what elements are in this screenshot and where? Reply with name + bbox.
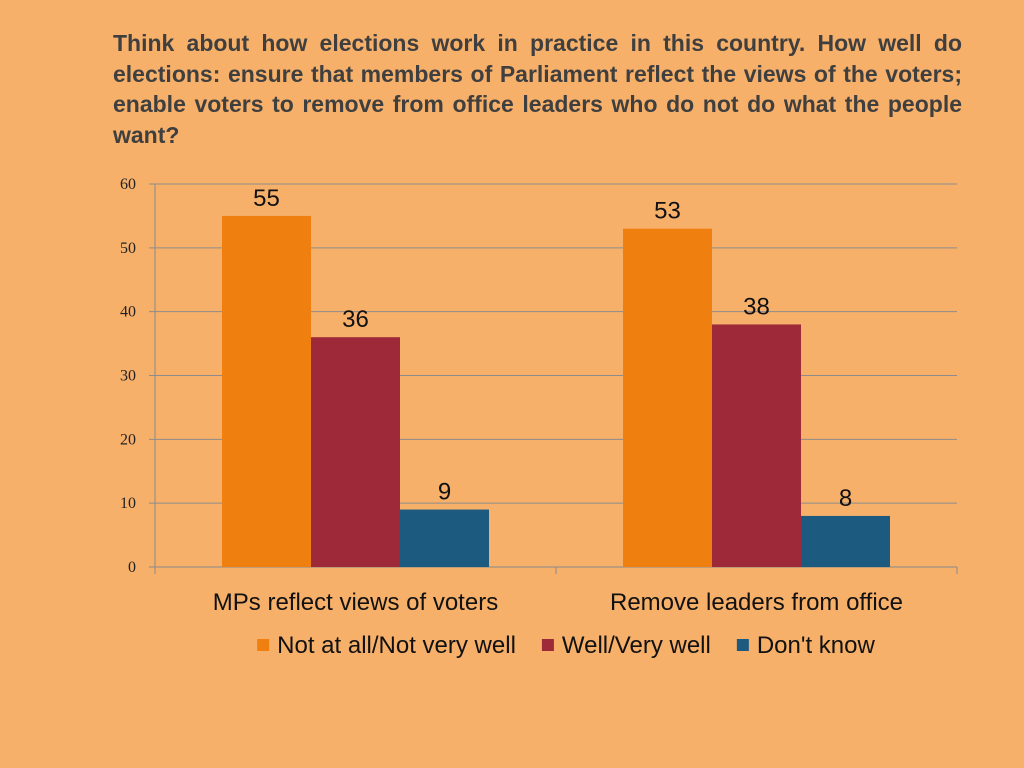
bar-not-at-all-not-very-well (222, 215, 311, 567)
legend-label: Not at all/Not very well (277, 632, 516, 659)
bar-well-very-well (311, 337, 400, 567)
y-tick-label: 10 (120, 495, 136, 512)
y-tick-label: 0 (128, 559, 136, 576)
x-category-label: MPs reflect views of voters (213, 589, 498, 616)
legend-label: Don't know (757, 632, 876, 659)
y-tick-label: 20 (120, 431, 136, 448)
bar-well-very-well (712, 324, 801, 567)
data-label: 55 (253, 185, 280, 212)
y-tick-label: 40 (120, 304, 136, 321)
data-label: 8 (839, 485, 852, 512)
data-label: 53 (654, 198, 681, 225)
legend-label: Well/Very well (562, 632, 711, 659)
legend-swatch (736, 639, 749, 651)
slide-title: Think about how elections work in practi… (113, 30, 962, 148)
bar-not-at-all-not-very-well (623, 228, 712, 567)
data-label: 9 (438, 479, 451, 506)
y-tick-label: 60 (120, 176, 136, 193)
data-label: 38 (743, 293, 770, 320)
data-label: 36 (342, 306, 369, 333)
bar-don-t-know (400, 509, 489, 567)
x-category-label: Remove leaders from office (610, 589, 903, 616)
legend-swatch (257, 639, 270, 651)
legend-swatch (541, 639, 554, 651)
y-tick-label: 50 (120, 240, 136, 257)
y-tick-label: 30 (120, 368, 136, 385)
bar-don-t-know (801, 515, 890, 567)
